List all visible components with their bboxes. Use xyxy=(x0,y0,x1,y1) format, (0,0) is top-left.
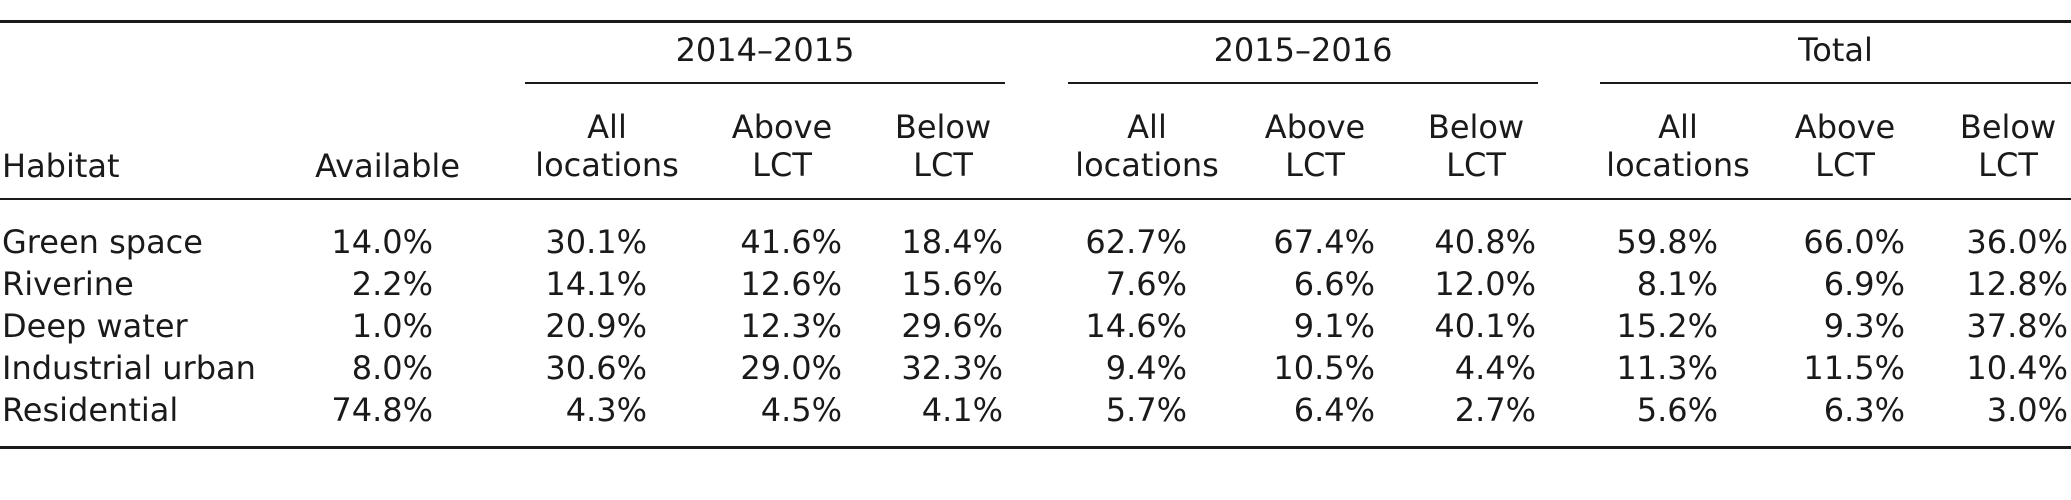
column-header-habitat: Habitat xyxy=(2,147,120,185)
column-header-2015-2016-above-lct: Above LCT xyxy=(1235,108,1375,184)
cell-habitat: Green space xyxy=(2,223,203,261)
cell-value: 8.1% xyxy=(1636,265,1718,303)
group-rule-2015-2016 xyxy=(1068,82,1538,84)
header-rule xyxy=(0,198,2071,200)
column-header-line2: LCT xyxy=(1285,146,1345,184)
cell-value: 32.3% xyxy=(901,349,1003,387)
cell-value: 10.5% xyxy=(1273,349,1375,387)
column-header-2014-2015-all-locations: All locations xyxy=(517,108,697,184)
column-header-line2: locations xyxy=(1606,146,1750,184)
cell-available: 8.0% xyxy=(351,349,433,387)
cell-habitat: Residential xyxy=(2,391,179,429)
cell-value: 4.4% xyxy=(1454,349,1536,387)
column-header-line2: LCT xyxy=(1815,146,1875,184)
cell-value: 12.0% xyxy=(1434,265,1536,303)
column-header-line1: Below xyxy=(894,108,992,146)
cell-value: 11.5% xyxy=(1803,349,1905,387)
column-header-line1: Above xyxy=(731,108,833,146)
cell-value: 5.7% xyxy=(1105,391,1187,429)
cell-value: 41.6% xyxy=(740,223,842,261)
group-header-total: Total xyxy=(1798,31,1873,69)
column-header-line1: All xyxy=(1658,108,1698,146)
cell-value: 5.6% xyxy=(1636,391,1718,429)
column-header-line1: Below xyxy=(1427,108,1525,146)
cell-value: 37.8% xyxy=(1966,307,2068,345)
column-header-line2: LCT xyxy=(1978,146,2038,184)
column-header-line2: locations xyxy=(535,146,679,184)
column-header-2015-2016-all-locations: All locations xyxy=(1057,108,1237,184)
cell-value: 12.8% xyxy=(1966,265,2068,303)
column-header-line1: Above xyxy=(1794,108,1896,146)
group-header-2014-2015: 2014–2015 xyxy=(675,31,855,69)
cell-available: 1.0% xyxy=(351,307,433,345)
cell-value: 12.3% xyxy=(740,307,842,345)
cell-available: 74.8% xyxy=(331,391,433,429)
cell-value: 7.6% xyxy=(1105,265,1187,303)
cell-value: 29.0% xyxy=(740,349,842,387)
column-header-line1: All xyxy=(587,108,627,146)
column-header-line2: locations xyxy=(1075,146,1219,184)
cell-value: 4.5% xyxy=(760,391,842,429)
column-header-2015-2016-below-lct: Below LCT xyxy=(1396,108,1536,184)
cell-value: 4.1% xyxy=(921,391,1003,429)
column-header-line1: Above xyxy=(1264,108,1366,146)
cell-available: 14.0% xyxy=(331,223,433,261)
cell-value: 30.6% xyxy=(545,349,647,387)
group-header-2015-2016: 2015–2016 xyxy=(1213,31,1393,69)
bottom-rule xyxy=(0,446,2071,449)
column-header-2014-2015-below-lct: Below LCT xyxy=(863,108,1003,184)
cell-value: 36.0% xyxy=(1966,223,2068,261)
top-rule xyxy=(0,20,2071,23)
cell-value: 62.7% xyxy=(1085,223,1187,261)
cell-value: 59.8% xyxy=(1616,223,1718,261)
cell-value: 6.6% xyxy=(1293,265,1375,303)
group-rule-total xyxy=(1600,82,2071,84)
cell-value: 15.6% xyxy=(901,265,1003,303)
cell-value: 40.8% xyxy=(1434,223,1536,261)
cell-value: 40.1% xyxy=(1434,307,1536,345)
cell-value: 2.7% xyxy=(1454,391,1536,429)
column-header-line2: LCT xyxy=(1446,146,1506,184)
cell-value: 10.4% xyxy=(1966,349,2068,387)
cell-value: 4.3% xyxy=(565,391,647,429)
cell-habitat: Riverine xyxy=(2,265,134,303)
column-header-total-all-locations: All locations xyxy=(1588,108,1768,184)
column-header-total-below-lct: Below LCT xyxy=(1928,108,2068,184)
cell-value: 30.1% xyxy=(545,223,647,261)
cell-value: 9.4% xyxy=(1105,349,1187,387)
cell-value: 3.0% xyxy=(1986,391,2068,429)
cell-value: 6.9% xyxy=(1823,265,1905,303)
cell-value: 20.9% xyxy=(545,307,647,345)
cell-value: 9.1% xyxy=(1293,307,1375,345)
cell-value: 6.3% xyxy=(1823,391,1905,429)
cell-value: 18.4% xyxy=(901,223,1003,261)
column-header-available: Available xyxy=(315,147,460,185)
cell-value: 29.6% xyxy=(901,307,1003,345)
column-header-2014-2015-above-lct: Above LCT xyxy=(702,108,842,184)
cell-habitat: Industrial urban xyxy=(2,349,256,387)
group-rule-2014-2015 xyxy=(525,82,1005,84)
column-header-line2: LCT xyxy=(913,146,973,184)
cell-value: 6.4% xyxy=(1293,391,1375,429)
column-header-line1: Below xyxy=(1959,108,2057,146)
column-header-line2: LCT xyxy=(752,146,812,184)
cell-value: 14.1% xyxy=(545,265,647,303)
column-header-total-above-lct: Above LCT xyxy=(1765,108,1905,184)
cell-value: 15.2% xyxy=(1616,307,1718,345)
cell-value: 12.6% xyxy=(740,265,842,303)
cell-value: 66.0% xyxy=(1803,223,1905,261)
cell-value: 11.3% xyxy=(1616,349,1718,387)
cell-value: 14.6% xyxy=(1085,307,1187,345)
cell-habitat: Deep water xyxy=(2,307,188,345)
cell-value: 67.4% xyxy=(1273,223,1375,261)
column-header-line1: All xyxy=(1127,108,1167,146)
cell-value: 9.3% xyxy=(1823,307,1905,345)
cell-available: 2.2% xyxy=(351,265,433,303)
